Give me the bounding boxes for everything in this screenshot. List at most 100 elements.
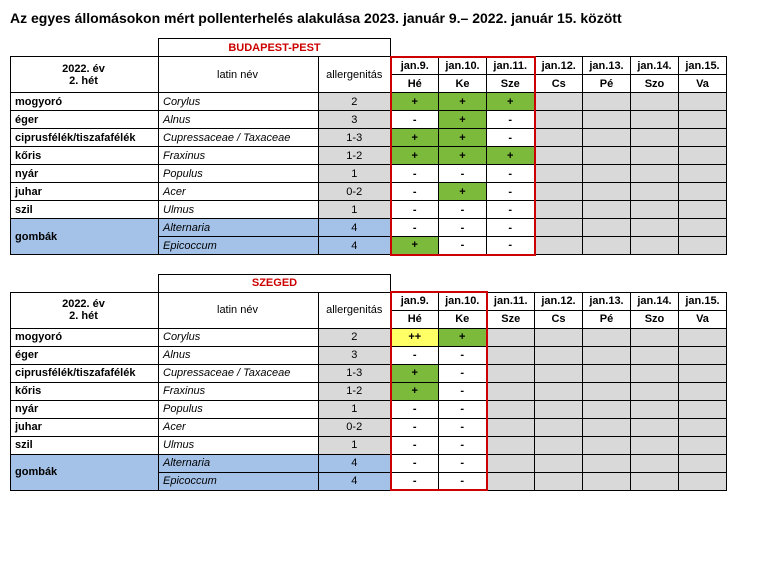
value-cell [679, 93, 727, 111]
allergenicity: 3 [319, 111, 391, 129]
value-cell: - [439, 165, 487, 183]
taxon-hun: gombák [11, 219, 159, 255]
value-cell [535, 382, 583, 400]
value-cell [679, 418, 727, 436]
spacer [439, 39, 487, 57]
taxon-hun: éger [11, 346, 159, 364]
value-cell [583, 436, 631, 454]
day-header: jan.15. [679, 57, 727, 75]
allergenicity: 2 [319, 93, 391, 111]
taxon-latin: Ulmus [159, 436, 319, 454]
day-header: jan.14. [631, 292, 679, 310]
value-cell [679, 129, 727, 147]
weekday-header: Hé [391, 75, 439, 93]
value-cell: - [391, 201, 439, 219]
value-cell [631, 418, 679, 436]
value-cell: + [439, 93, 487, 111]
taxon-latin: Populus [159, 400, 319, 418]
value-cell: - [487, 165, 535, 183]
allerg-header: allergenitás [319, 292, 391, 328]
value-cell: - [487, 237, 535, 255]
allergenicity: 1-3 [319, 364, 391, 382]
taxon-latin: Acer [159, 183, 319, 201]
pollen-table: BUDAPEST-PEST2022. év2. hétlatin névalle… [10, 38, 727, 256]
taxon-latin: Corylus [159, 93, 319, 111]
day-header: jan.14. [631, 57, 679, 75]
taxon-hun: ciprusfélék/tiszafafélék [11, 129, 159, 147]
taxon-latin: Cupressaceae / Taxaceae [159, 129, 319, 147]
weekday-header: Pé [583, 75, 631, 93]
taxon-hun: juhar [11, 418, 159, 436]
spacer [391, 39, 439, 57]
value-cell: - [439, 436, 487, 454]
value-cell [631, 436, 679, 454]
value-cell: - [487, 129, 535, 147]
value-cell: - [439, 346, 487, 364]
latin-header: latin név [159, 292, 319, 328]
value-cell [679, 111, 727, 129]
value-cell [631, 183, 679, 201]
value-cell [679, 364, 727, 382]
spacer [583, 39, 631, 57]
taxon-hun: mogyoró [11, 328, 159, 346]
value-cell: - [391, 400, 439, 418]
taxon-latin: Fraxinus [159, 382, 319, 400]
value-cell [535, 129, 583, 147]
value-cell [535, 418, 583, 436]
value-cell: - [391, 436, 439, 454]
value-cell [487, 436, 535, 454]
day-header: jan.13. [583, 292, 631, 310]
allergenicity: 1-2 [319, 147, 391, 165]
weekday-header: Va [679, 310, 727, 328]
taxon-latin: Alternaria [159, 219, 319, 237]
value-cell [583, 129, 631, 147]
value-cell: - [439, 472, 487, 490]
value-cell: + [439, 328, 487, 346]
value-cell [487, 382, 535, 400]
value-cell [679, 454, 727, 472]
value-cell: - [487, 111, 535, 129]
empty-header [11, 39, 159, 57]
value-cell [535, 400, 583, 418]
allergenicity: 2 [319, 328, 391, 346]
value-cell: - [391, 418, 439, 436]
value-cell [535, 111, 583, 129]
value-cell [679, 183, 727, 201]
value-cell [583, 382, 631, 400]
value-cell: + [391, 129, 439, 147]
spacer [679, 39, 727, 57]
taxon-latin: Alnus [159, 111, 319, 129]
value-cell [631, 147, 679, 165]
day-header: jan.9. [391, 57, 439, 75]
spacer [631, 39, 679, 57]
day-header: jan.10. [439, 57, 487, 75]
taxon-hun: szil [11, 201, 159, 219]
value-cell [583, 400, 631, 418]
value-cell [631, 165, 679, 183]
value-cell: - [439, 418, 487, 436]
value-cell [631, 454, 679, 472]
value-cell: - [487, 201, 535, 219]
taxon-hun: juhar [11, 183, 159, 201]
empty-header [11, 274, 159, 292]
pollen-table: SZEGED2022. év2. hétlatin névallergenitá… [10, 274, 727, 492]
value-cell [535, 201, 583, 219]
value-cell [535, 328, 583, 346]
taxon-hun: nyár [11, 400, 159, 418]
value-cell [631, 364, 679, 382]
taxon-hun: szil [11, 436, 159, 454]
taxon-latin: Epicoccum [159, 472, 319, 490]
day-header: jan.9. [391, 292, 439, 310]
spacer [487, 39, 535, 57]
weekday-header: Pé [583, 310, 631, 328]
value-cell [583, 147, 631, 165]
value-cell: + [439, 111, 487, 129]
value-cell: + [439, 183, 487, 201]
taxon-hun: kőris [11, 147, 159, 165]
value-cell [679, 219, 727, 237]
value-cell [487, 346, 535, 364]
value-cell: + [391, 364, 439, 382]
value-cell [583, 364, 631, 382]
day-header: jan.10. [439, 292, 487, 310]
weekday-header: Sze [487, 310, 535, 328]
